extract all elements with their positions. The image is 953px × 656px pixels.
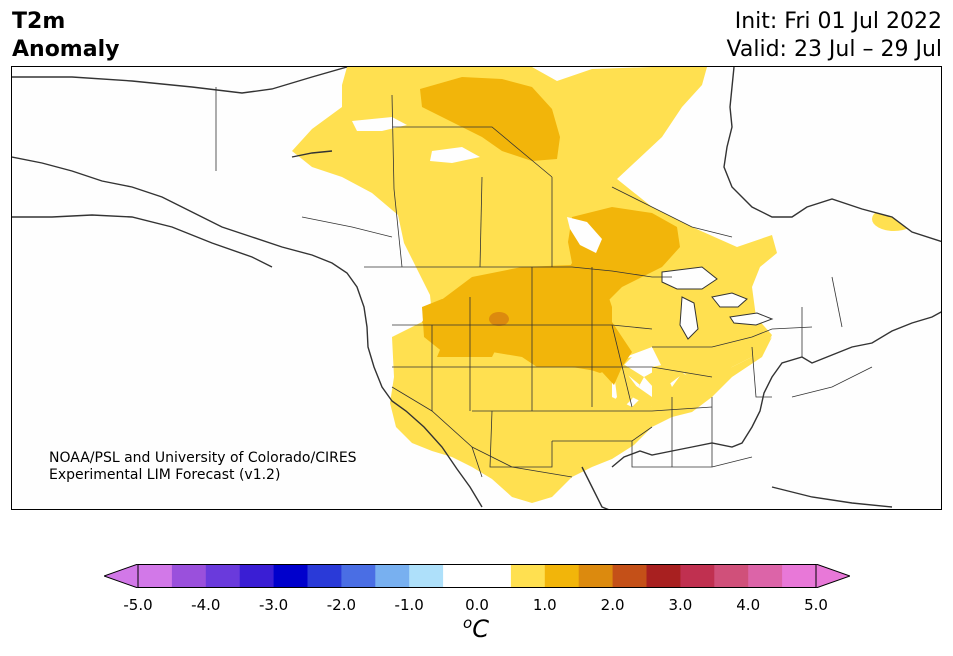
colorbar-segment	[646, 564, 681, 588]
valid-range: Valid: 23 Jul – 29 Jul	[726, 37, 942, 62]
unit-label: C	[472, 615, 489, 643]
title-right: Init: Fri 01 Jul 2022 Valid: 23 Jul – 29…	[727, 8, 942, 64]
colorbar-segment	[205, 564, 241, 588]
colorbar-segment	[510, 564, 546, 588]
colorbar-segment	[544, 564, 580, 588]
colorbar-tick-label: -4.0	[191, 596, 221, 614]
colorbar-segment	[138, 564, 173, 588]
anomaly-level-0-5-southwest	[390, 317, 772, 503]
colorbar-tick-label: -3.0	[258, 596, 289, 614]
colorbar-unit: oC	[463, 614, 489, 643]
political-borders	[215, 87, 873, 478]
colorbar-extend-low	[102, 563, 139, 589]
colorbar-tick-label: 0.0	[465, 596, 489, 614]
colorbar-segment	[307, 564, 342, 588]
colorbar-segment	[443, 564, 478, 588]
colorbar-tick-label: 3.0	[668, 596, 693, 614]
field-title: Anomaly	[12, 37, 120, 62]
colorbar-segment	[782, 564, 817, 588]
colorbar-segment	[273, 564, 308, 588]
colorbar-segment	[375, 564, 410, 588]
anomaly-level-1-5-spot	[489, 312, 509, 326]
colorbar-segment	[171, 564, 207, 588]
title-left: T2m Anomaly	[12, 8, 119, 64]
colorbar-svg	[102, 563, 852, 589]
colorbar-segment	[409, 564, 444, 588]
variable-title: T2m	[12, 9, 66, 34]
init-date: Init: Fri 01 Jul 2022	[734, 9, 942, 34]
credit-line-2: Experimental LIM Forecast (v1.2)	[49, 467, 281, 483]
colorbar-tick-label: -2.0	[326, 596, 357, 614]
credit-line-1: NOAA/PSL and University of Colorado/CIRE…	[49, 450, 357, 466]
colorbar-tick-label: 1.0	[532, 596, 557, 614]
colorbar-tick-label: 5.0	[804, 596, 828, 614]
colorbar	[102, 563, 852, 589]
colorbar-segment	[477, 564, 512, 588]
colorbar-segment	[748, 564, 783, 588]
map-panel	[11, 66, 942, 510]
colorbar-segment	[612, 564, 647, 588]
credit: NOAA/PSL and University of Colorado/CIRE…	[49, 450, 357, 484]
colorbar-tick-label: -5.0	[123, 596, 153, 614]
hudson-bay	[724, 67, 941, 242]
lake-winnipeg	[567, 217, 602, 253]
colorbar-tick-label: -1.0	[394, 596, 424, 614]
colorbar-segment	[239, 564, 275, 588]
great-lakes	[661, 266, 774, 340]
colorbar-segment	[714, 564, 749, 588]
colorbar-segment	[341, 564, 376, 588]
anomaly-level-1-0-west	[422, 297, 502, 357]
anomaly-level-1-0-north	[420, 77, 560, 161]
colorbar-segment	[680, 564, 715, 588]
colorbar-extend-high	[815, 563, 852, 589]
colorbar-segment	[578, 564, 614, 588]
unit-superscript: o	[463, 614, 473, 632]
colorbar-tick-label: 4.0	[736, 596, 761, 614]
colorbar-frame	[137, 564, 817, 588]
colorbar-tick-label: 2.0	[600, 596, 625, 614]
coastlines	[12, 67, 941, 509]
great-bear-lakes	[352, 117, 480, 163]
colorbar-ticks: -5.0 -4.0 -3.0 -2.0 -1.0 0.0 1.0 2.0 3.0 4.0 5.0	[0, 596, 953, 616]
anomaly-map	[12, 67, 941, 509]
